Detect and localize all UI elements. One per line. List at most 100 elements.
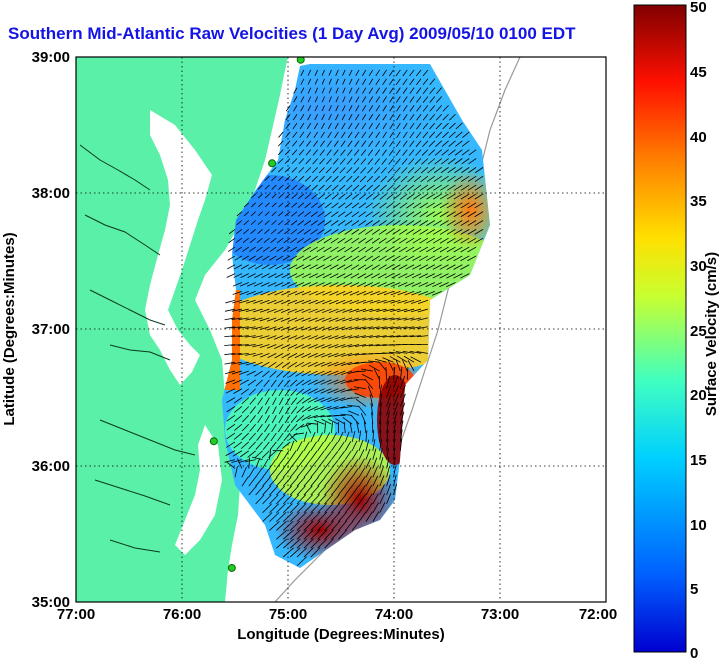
colorbar-tick-label: 15 [690,452,707,469]
velocity-vector [259,308,270,313]
velocity-vector [372,220,380,226]
velocity-vector [369,326,380,330]
velocity-vector [389,326,401,330]
velocity-vector [358,220,367,226]
velocity-vector [281,299,291,305]
velocity-vector [276,485,286,496]
velocity-vector [420,175,429,183]
velocity-vector [307,105,312,112]
velocity-vector [301,335,311,340]
velocity-vector [368,344,380,347]
velocity-vector [267,282,277,287]
velocity-vector [378,361,387,372]
velocity-vector [342,290,353,296]
velocity-vector [291,184,298,191]
velocity-vector [232,450,243,457]
velocity-vector [347,397,360,399]
velocity-vector [362,317,373,321]
velocity-vector [269,246,277,252]
velocity-vector [372,457,378,469]
velocity-vector [310,476,319,487]
y-tick-labels: 39:00 38:00 37:00 36:00 35:00 [32,49,70,611]
colorbar-ticks: 50 45 40 35 30 25 20 15 10 5 0 [690,0,707,659]
velocity-vector [455,131,463,139]
velocity-vector [314,335,325,340]
velocity-vector [348,352,360,357]
velocity-vector [348,96,353,103]
velocity-vector [405,264,415,270]
velocity-vector [248,441,256,450]
velocity-vector [312,149,318,156]
velocity-vector [416,335,428,338]
velocity-vector [303,520,314,531]
velocity-vector [276,476,285,487]
velocity-vector [379,193,387,200]
velocity-vector [399,229,408,235]
velocity-vector [396,105,401,112]
velocity-vector [288,361,298,368]
velocity-vector [310,432,316,443]
velocity-vector [376,308,387,312]
velocity-vector [240,273,249,278]
velocity-vector [334,131,339,139]
velocity-vector [376,326,387,330]
velocity-vector [474,229,484,235]
velocity-vector [311,175,318,182]
velocity-vector [277,167,284,173]
velocity-vector [236,220,243,226]
velocity-vector [226,423,236,431]
velocity-vector [412,202,422,209]
velocity-vector [339,167,346,174]
velocity-vector [283,246,291,252]
velocity-vector [245,317,256,321]
velocity-vector [375,105,381,112]
velocity-vector [369,335,380,338]
velocity-vector [308,308,318,313]
velocity-vector [338,459,346,469]
velocity-vector [310,237,318,244]
velocity-vector [319,149,325,156]
velocity-vector [365,229,374,235]
velocity-vector [276,246,284,252]
velocity-vector [262,476,271,487]
velocity-vector [357,273,367,279]
velocity-vector [276,459,284,469]
velocity-vector [433,167,442,174]
velocity-vector [383,299,394,304]
velocity-vector [368,131,374,139]
velocity-vector [347,379,360,383]
velocity-vector [337,229,346,235]
velocity-vector [396,114,401,121]
velocity-vector [256,388,263,396]
velocity-vector [284,167,291,173]
velocity-vector [338,529,347,540]
velocity-vector [248,388,256,396]
velocity-vector [328,69,332,76]
velocity-vector [249,397,256,405]
station-marker [209,437,218,446]
velocity-vector [314,87,319,94]
velocity-vector [415,140,422,148]
velocity-vector [351,449,359,460]
velocity-vector [338,503,347,514]
velocity-vector [336,264,346,270]
velocity-vector [348,344,360,348]
velocity-vector [453,273,463,279]
velocity-vector [348,335,360,339]
velocity-vector [252,317,263,321]
velocity-vector [404,299,415,304]
velocity-vector [328,344,339,349]
velocity-vector [321,78,325,85]
velocity-vector [365,493,373,505]
velocity-vector [419,255,429,262]
velocity-vector [455,122,463,130]
velocity-vector [347,140,353,147]
velocity-vector [411,273,422,279]
velocity-vector [278,202,284,208]
velocity-vector [296,441,303,451]
velocity-vector [366,184,374,192]
velocity-vector [406,184,415,191]
velocity-vector [278,415,284,424]
velocity-vector [294,344,305,349]
velocity-vector [399,202,408,209]
